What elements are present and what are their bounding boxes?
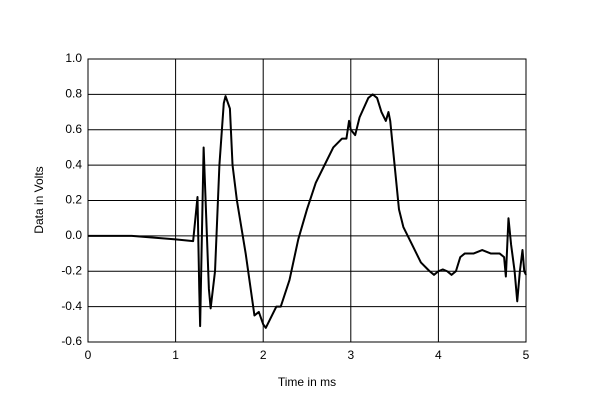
x-tick-label: 5	[523, 348, 530, 362]
y-tick-label: 0.8	[65, 87, 82, 101]
x-tick-label: 4	[435, 348, 442, 362]
y-tick-label: 0.6	[65, 122, 82, 136]
x-tick-label: 3	[347, 348, 354, 362]
x-tick-label: 2	[260, 348, 267, 362]
x-tick-label: 0	[85, 348, 92, 362]
y-tick-label: -0.4	[61, 299, 82, 313]
y-axis-label: Data in Volts	[32, 166, 46, 233]
y-tick-label: -0.6	[61, 334, 82, 348]
y-tick-label: -0.2	[61, 263, 82, 277]
plot-frame	[87, 58, 527, 343]
y-tick-label: 1.0	[65, 51, 82, 65]
y-tick-label: 0.2	[65, 193, 82, 207]
signal-line	[88, 93, 527, 329]
x-axis-label: Time in ms	[278, 375, 336, 389]
x-tick-label: 1	[172, 348, 179, 362]
y-tick-label: 0.0	[65, 228, 82, 242]
y-tick-label: 0.4	[65, 157, 82, 171]
